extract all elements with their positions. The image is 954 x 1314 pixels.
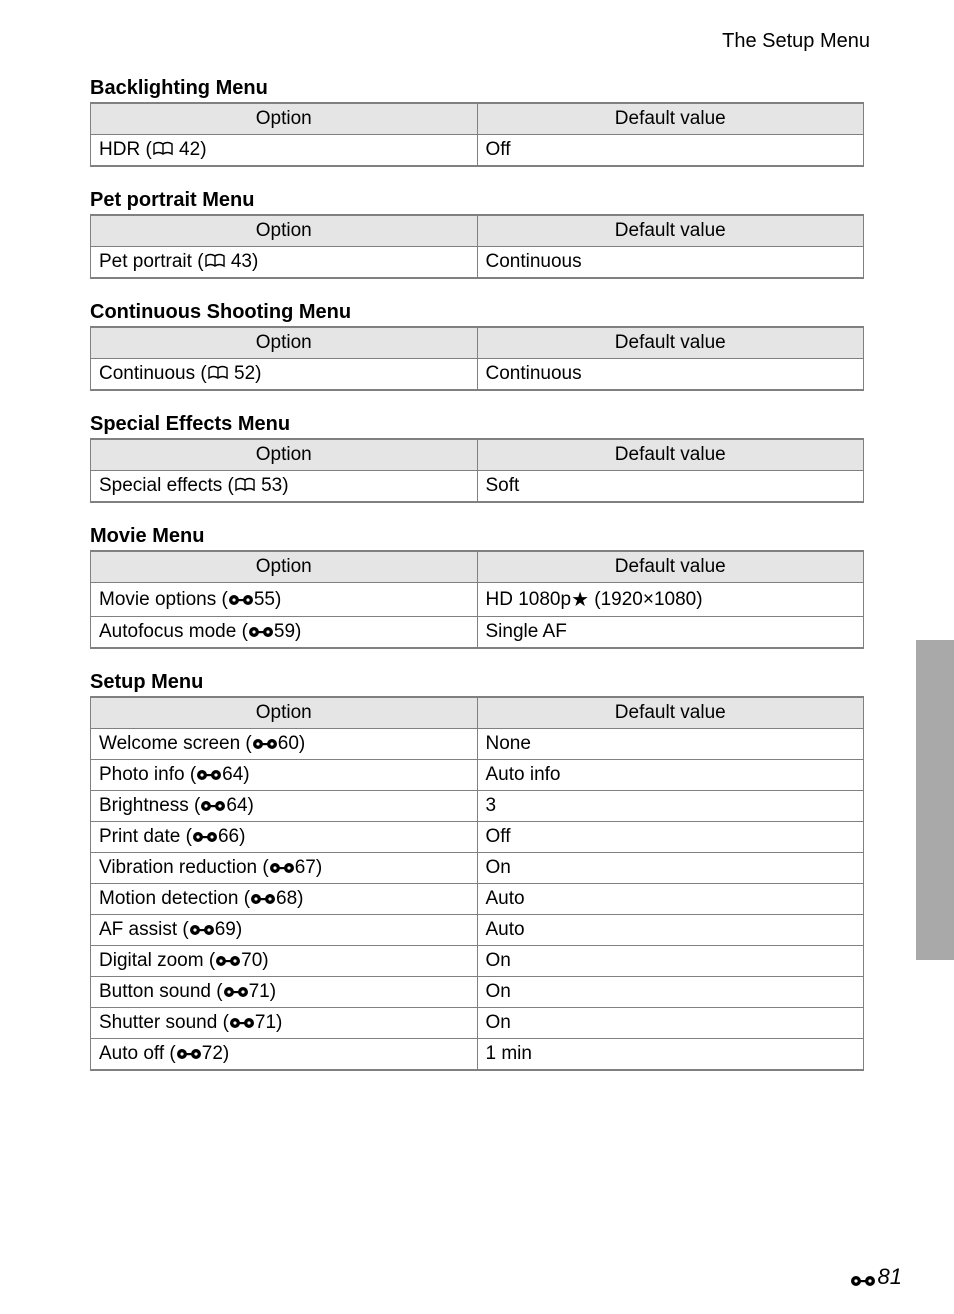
option-cell: Continuous ( 52) <box>91 359 478 391</box>
column-header-default: Default value <box>477 215 864 247</box>
breadcrumb: The Setup Menu <box>90 30 870 53</box>
option-cell: Welcome screen (60) <box>91 729 478 760</box>
table-row: Special effects ( 53)Soft <box>91 471 864 503</box>
default-cell: Auto info <box>477 760 864 791</box>
table-row: Button sound (71)On <box>91 977 864 1008</box>
default-cell: On <box>477 946 864 977</box>
table-row: Shutter sound (71)On <box>91 1008 864 1039</box>
table-row: Autofocus mode (59)Single AF <box>91 617 864 649</box>
menu-table: OptionDefault valuePet portrait ( 43)Con… <box>90 214 864 279</box>
option-cell: Pet portrait ( 43) <box>91 247 478 279</box>
column-header-option: Option <box>91 439 478 471</box>
option-cell: Autofocus mode (59) <box>91 617 478 649</box>
option-cell: Special effects ( 53) <box>91 471 478 503</box>
default-cell: Continuous <box>477 247 864 279</box>
default-cell: Single AF <box>477 617 864 649</box>
column-header-option: Option <box>91 551 478 583</box>
reel-icon <box>189 919 215 940</box>
option-cell: Digital zoom (70) <box>91 946 478 977</box>
default-cell: Off <box>477 822 864 853</box>
column-header-default: Default value <box>477 697 864 729</box>
default-cell: On <box>477 977 864 1008</box>
reel-icon <box>223 981 249 1002</box>
table-row: HDR ( 42)Off <box>91 135 864 167</box>
option-cell: AF assist (69) <box>91 915 478 946</box>
reel-icon <box>200 795 226 816</box>
default-cell: None <box>477 729 864 760</box>
column-header-default: Default value <box>477 551 864 583</box>
default-cell: On <box>477 853 864 884</box>
section-title: Special Effects Menu <box>90 413 864 436</box>
reel-icon <box>192 826 218 847</box>
default-cell: 3 <box>477 791 864 822</box>
menu-table: OptionDefault valueSpecial effects ( 53)… <box>90 438 864 503</box>
option-cell: Photo info (64) <box>91 760 478 791</box>
option-cell: Brightness (64) <box>91 791 478 822</box>
column-header-option: Option <box>91 103 478 135</box>
option-cell: Button sound (71) <box>91 977 478 1008</box>
reel-icon <box>250 888 276 909</box>
default-cell: Auto <box>477 884 864 915</box>
table-row: Pet portrait ( 43)Continuous <box>91 247 864 279</box>
page: The Setup Menu Backlighting MenuOptionDe… <box>0 0 954 1314</box>
sections-container: Backlighting MenuOptionDefault valueHDR … <box>90 77 864 1071</box>
table-row: Brightness (64)3 <box>91 791 864 822</box>
option-cell: Auto off (72) <box>91 1039 478 1071</box>
table-row: Photo info (64)Auto info <box>91 760 864 791</box>
reel-icon <box>252 733 278 754</box>
option-cell: Motion detection (68) <box>91 884 478 915</box>
section-title: Pet portrait Menu <box>90 189 864 212</box>
section-title: Continuous Shooting Menu <box>90 301 864 324</box>
column-header-option: Option <box>91 327 478 359</box>
table-row: AF assist (69)Auto <box>91 915 864 946</box>
option-cell: Shutter sound (71) <box>91 1008 478 1039</box>
reel-icon <box>196 764 222 785</box>
reel-icon <box>228 589 254 610</box>
side-tab <box>916 640 954 960</box>
option-cell: Movie options (55) <box>91 583 478 617</box>
default-cell: 1 min <box>477 1039 864 1071</box>
reel-icon <box>850 1264 878 1290</box>
page-number: 81 <box>850 1264 902 1290</box>
table-row: Continuous ( 52)Continuous <box>91 359 864 391</box>
menu-table: OptionDefault valueContinuous ( 52)Conti… <box>90 326 864 391</box>
column-header-option: Option <box>91 697 478 729</box>
default-cell: Off <box>477 135 864 167</box>
table-row: Welcome screen (60)None <box>91 729 864 760</box>
menu-table: OptionDefault valueHDR ( 42)Off <box>90 102 864 167</box>
book-icon <box>204 251 226 272</box>
section-title: Backlighting Menu <box>90 77 864 100</box>
table-row: Auto off (72)1 min <box>91 1039 864 1071</box>
reel-icon <box>248 621 274 642</box>
option-cell: Print date (66) <box>91 822 478 853</box>
column-header-default: Default value <box>477 327 864 359</box>
default-cell: Auto <box>477 915 864 946</box>
menu-table: OptionDefault valueMovie options (55)HD … <box>90 550 864 649</box>
column-header-default: Default value <box>477 103 864 135</box>
column-header-default: Default value <box>477 439 864 471</box>
menu-table: OptionDefault valueWelcome screen (60)No… <box>90 696 864 1071</box>
book-icon <box>207 363 229 384</box>
page-number-value: 81 <box>878 1264 902 1290</box>
table-row: Vibration reduction (67)On <box>91 853 864 884</box>
table-row: Digital zoom (70)On <box>91 946 864 977</box>
book-icon <box>152 139 174 160</box>
default-cell: Soft <box>477 471 864 503</box>
reel-icon <box>176 1043 202 1064</box>
default-cell: HD 1080p★ (1920×1080) <box>477 583 864 617</box>
default-cell: On <box>477 1008 864 1039</box>
section-title: Setup Menu <box>90 671 864 694</box>
table-row: Print date (66)Off <box>91 822 864 853</box>
column-header-option: Option <box>91 215 478 247</box>
default-cell: Continuous <box>477 359 864 391</box>
reel-icon <box>215 950 241 971</box>
reel-icon <box>229 1012 255 1033</box>
option-cell: Vibration reduction (67) <box>91 853 478 884</box>
table-row: Motion detection (68)Auto <box>91 884 864 915</box>
book-icon <box>234 475 256 496</box>
table-row: Movie options (55)HD 1080p★ (1920×1080) <box>91 583 864 617</box>
option-cell: HDR ( 42) <box>91 135 478 167</box>
reel-icon <box>269 857 295 878</box>
section-title: Movie Menu <box>90 525 864 548</box>
